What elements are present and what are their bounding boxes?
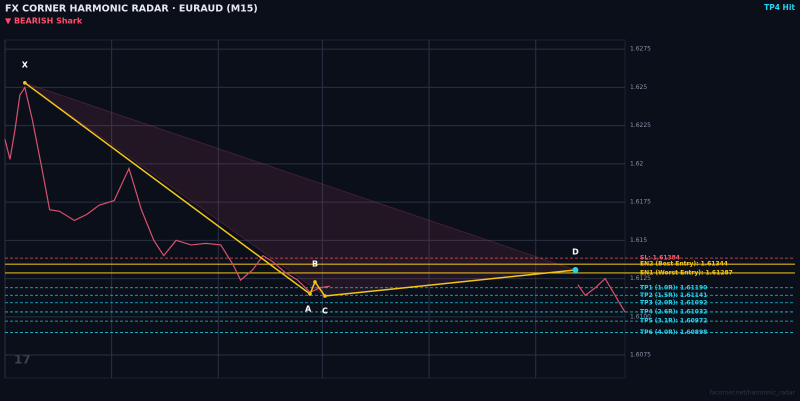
price-line [4, 85, 626, 313]
point-label: X [22, 60, 29, 69]
pattern-leg [309, 281, 316, 295]
point-label: A [305, 305, 312, 314]
y-tick-label: 1.6225 [630, 122, 651, 129]
point-label: B [312, 259, 318, 268]
point-label: C [322, 307, 328, 316]
pattern-leg [324, 269, 576, 297]
y-tick-label: 1.6275 [630, 46, 651, 53]
level-label: TP3 (2.0R): 1.61092 [640, 299, 707, 306]
pattern-point [23, 81, 27, 85]
watermark: 17 [14, 353, 31, 367]
chart-title: FX CORNER HARMONIC RADAR · EURAUD (M15) [5, 4, 258, 15]
y-tick-label: 1.62 [630, 160, 644, 167]
y-tick-label: 1.6075 [630, 352, 651, 359]
pattern-point [572, 267, 579, 274]
pattern-point [323, 294, 327, 298]
level-label: TP2 (1.5R): 1.61141 [640, 292, 707, 299]
footer: fxcorner.net/harmonic_radar [710, 390, 796, 397]
status: TP4 Hit [764, 3, 795, 12]
pattern-point [308, 292, 312, 296]
point-label: D [572, 248, 579, 257]
level-label: TP5 (3.1R): 1.60972 [640, 318, 707, 325]
pattern-leg [24, 82, 311, 295]
y-tick-label: 1.6100 [630, 313, 651, 320]
y-tick-label: 1.615 [630, 237, 647, 244]
y-tick-label: 1.6175 [630, 199, 651, 206]
pattern-leg [314, 281, 326, 297]
level-label: EN2 (Best Entry): 1.61344 [640, 261, 728, 268]
level-label: TP6 (4.0R): 1.60898 [640, 329, 707, 336]
y-tick-label: 1.625 [630, 84, 647, 91]
y-tick-label: 1.6125 [630, 275, 651, 282]
level-label: EN1 (Worst Entry): 1.61287 [640, 269, 733, 276]
level-label: TP1 (1.0R): 1.61190 [640, 284, 707, 291]
chart-subtitle: ▼ BEARISH Shark [5, 17, 83, 26]
level-label: TP4 (2.6R): 1.61032 [640, 308, 707, 315]
pattern-point [313, 280, 317, 284]
level-label: SL: 1.61384 [640, 255, 680, 262]
